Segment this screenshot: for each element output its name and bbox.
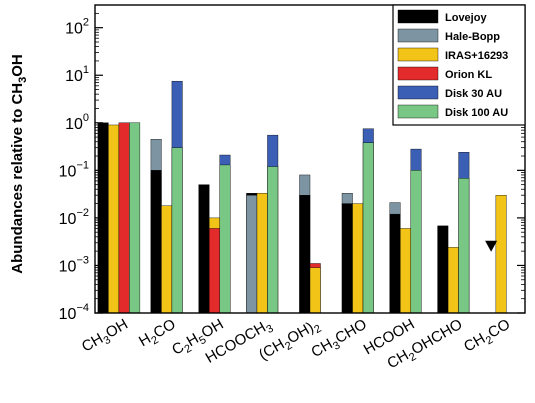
markers-layer xyxy=(485,240,498,252)
bar-ch3cho-disk-100-au xyxy=(362,142,374,314)
bars-layer xyxy=(97,80,507,314)
bar-ch3cho-lovejoy xyxy=(341,203,353,314)
bar-hcooh-iras-16293 xyxy=(400,228,412,314)
bar-ch2oh-2-iras-16293 xyxy=(309,267,321,314)
legend-swatch-hale-bopp xyxy=(397,28,439,43)
bar-ch3oh-disk-100-au xyxy=(129,122,141,314)
svg-text:CH2CO: CH2CO xyxy=(461,316,515,358)
legend-swatch-orion-kl xyxy=(397,66,439,81)
bar-ch3oh-iras-16293 xyxy=(108,124,120,314)
bar-ch3cho-iras-16293 xyxy=(352,203,364,314)
y-axis-label: Abundances relative to CH3OH xyxy=(9,54,29,274)
bar-c2h5oh-lovejoy xyxy=(198,184,210,314)
legend-swatch-lovejoy xyxy=(397,9,439,24)
bar-h2co-disk-100-au xyxy=(171,147,183,314)
bar-ch2ohcho-iras-16293 xyxy=(447,247,459,314)
upper-limit-marker-ch2co-lovejoy xyxy=(485,240,498,252)
y-tick-label: 10−2 xyxy=(59,207,89,228)
bar-ch2co-iras-16293 xyxy=(495,195,507,314)
svg-text:CH3CHO: CH3CHO xyxy=(308,316,371,364)
bar-ch2ohcho-lovejoy xyxy=(437,225,449,314)
bar-h2co-lovejoy xyxy=(150,170,162,314)
x-category-labels: CH3OH H2COC2H5OHHCOOCH3(CH2OH)2CH3CHOHCOO… xyxy=(79,316,515,373)
legend-swatch-iras-16293 xyxy=(397,47,439,62)
y-tick-labels: 102 101 100 10−1 10−2 10−3 10−4 xyxy=(59,17,89,323)
x-label-ch3cho: CH3CHO xyxy=(308,316,371,364)
legend-label-orion-kl: Orion KL xyxy=(445,69,492,81)
bar-h2co-iras-16293 xyxy=(161,205,173,314)
y-tick-label: 101 xyxy=(65,64,89,85)
bar-hcooh-disk-100-au xyxy=(410,170,422,314)
x-label-ch3oh: CH3OH xyxy=(79,316,133,358)
y-tick-label: 10−1 xyxy=(59,159,89,180)
bar-c2h5oh-disk-100-au xyxy=(219,164,231,314)
bar-hcooh-lovejoy xyxy=(389,213,401,314)
y-tick-label: 10−4 xyxy=(59,302,89,323)
bar-ch2oh-2-lovejoy xyxy=(299,195,311,314)
bar-hcooch3-hale-bopp xyxy=(246,195,258,314)
svg-text:CH3OH: CH3OH xyxy=(79,316,133,358)
plot-frame xyxy=(94,4,526,314)
y-tick-label: 10−3 xyxy=(59,254,89,275)
bar-c2h5oh-orion-kl xyxy=(208,228,220,314)
y-tick-label: 102 xyxy=(65,17,89,38)
legend: Lovejoy Hale-Bopp IRAS+16293 Orion KL Disk 3… xyxy=(392,4,526,126)
legend-label-hale-bopp: Hale-Bopp xyxy=(445,31,500,43)
bar-hcooch3-iras-16293 xyxy=(256,193,268,314)
legend-label-disk-100-au: Disk 100 AU xyxy=(445,107,508,119)
bar-ch2ohcho-disk-100-au xyxy=(458,178,470,314)
legend-label-iras-16293: IRAS+16293 xyxy=(445,50,508,62)
x-label-ch2co: CH2CO xyxy=(461,316,515,358)
legend-label-lovejoy: Lovejoy xyxy=(445,12,487,24)
y-tick-label: 100 xyxy=(65,112,89,133)
svg-text:(CH2OH)2: (CH2OH)2 xyxy=(256,316,324,367)
legend-swatch-disk-30-au xyxy=(397,85,439,100)
legend-swatch-disk-100-au xyxy=(397,104,439,119)
legend-label-disk-30-au: Disk 30 AU xyxy=(445,88,502,100)
bar-ch3oh-orion-kl xyxy=(118,122,130,314)
bar-hcooch3-disk-100-au xyxy=(267,166,279,314)
x-label-ch2oh-2: (CH2OH)2 xyxy=(256,316,324,367)
